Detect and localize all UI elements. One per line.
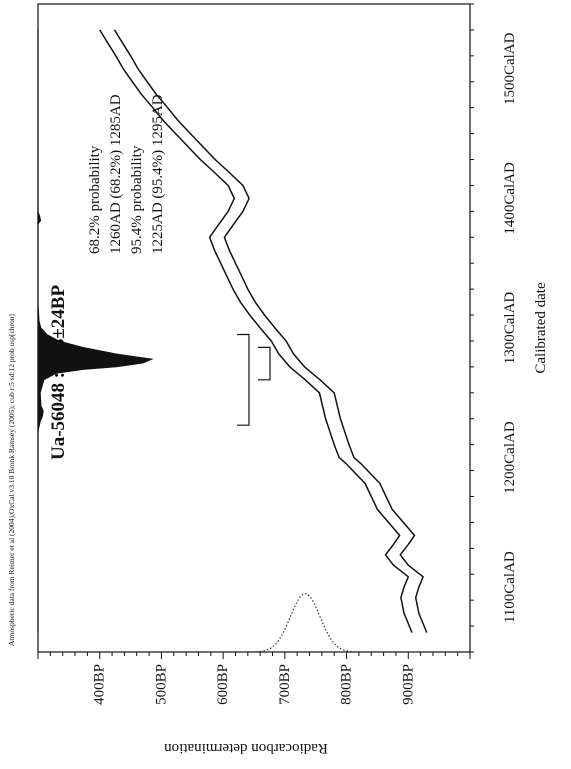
x-tick-label: 1200CalAD [502, 421, 518, 494]
y-tick-label: 500BP [153, 664, 169, 705]
probability-line: 95.4% probability [129, 145, 145, 254]
probability-line: 68.2% probability [87, 145, 103, 254]
y-tick-label: 400BP [92, 664, 108, 705]
annotations: Calibrated date Radiocarbon determination… [7, 94, 549, 756]
x-tick-label: 1300CalAD [502, 292, 518, 365]
radiocarbon-distribution [246, 593, 365, 653]
x-tick-labels: 1100CalAD 1200CalAD 1300CalAD 1400CalAD 1500… [502, 32, 518, 623]
header-note: Atmospheric data from Reimer et al (2004… [7, 314, 16, 646]
probability-line: 1260AD (68.2%) 1285AD [108, 94, 124, 254]
x-tick-label: 1400CalAD [502, 162, 518, 235]
calibrated-distribution [37, 211, 154, 432]
y-tick-label: 700BP [277, 664, 293, 705]
plot-frame [37, 3, 471, 653]
x-axis-label: Calibrated date [533, 282, 549, 374]
range-bar-95 [237, 333, 250, 426]
range-bar-68 [258, 346, 271, 381]
y-axis-label: Radiocarbon determination [164, 740, 328, 756]
y-tick-labels: 400BP 500BP 600BP 700BP 800BP 900BP [92, 664, 417, 705]
x-tick-label: 1500CalAD [502, 32, 518, 105]
calibration-curve-lower [99, 29, 413, 633]
axis-ticks [37, 3, 474, 659]
y-tick-label: 900BP [400, 664, 416, 705]
x-tick-label: 1100CalAD [502, 551, 518, 623]
probability-line: 1225AD (95.4%) 1295AD [150, 94, 166, 254]
calibration-curve-upper [113, 29, 428, 633]
plot-border [37, 3, 471, 653]
y-tick-label: 800BP [339, 664, 355, 705]
y-tick-label: 600BP [215, 664, 231, 705]
plot-series [37, 29, 428, 653]
sample-label: Ua-56048 : 733±24BP [48, 285, 69, 460]
